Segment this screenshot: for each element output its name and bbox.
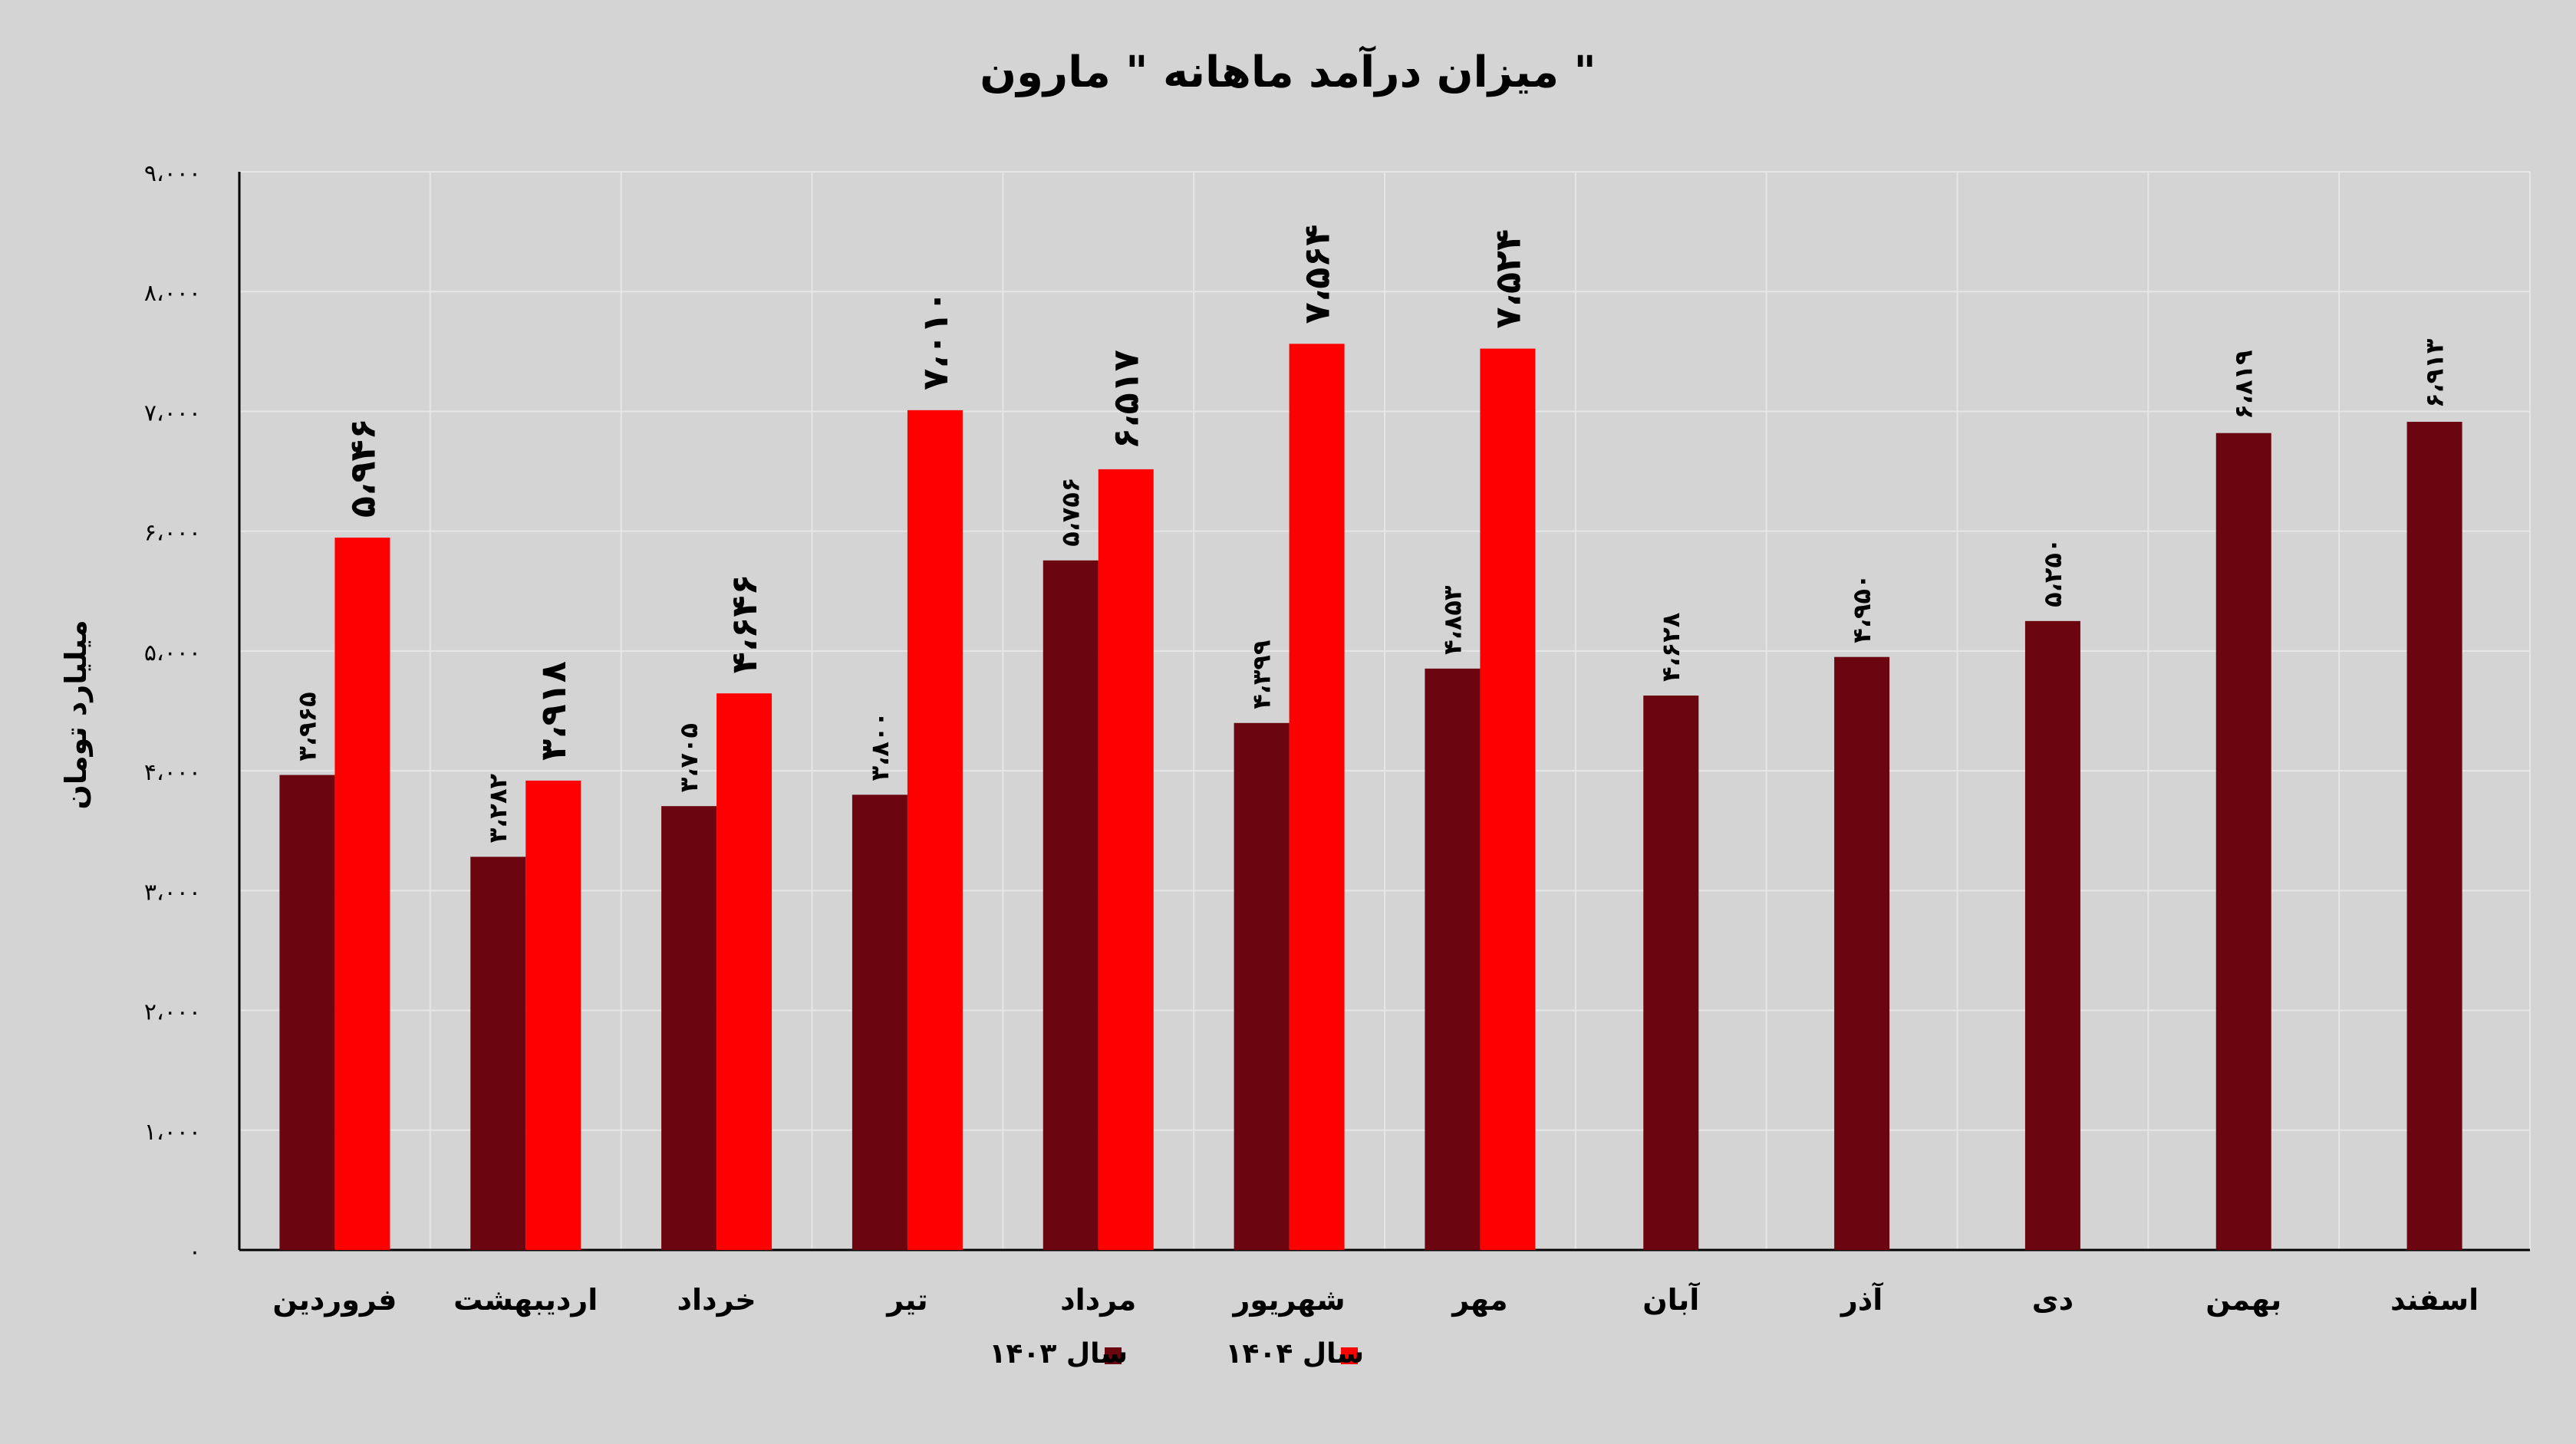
bar-1403 (2215, 433, 2271, 1250)
bar-1403 (852, 794, 908, 1250)
data-label-1403: ۳،۹۶۵ (292, 692, 321, 761)
data-label-1403: ۶،۹۱۳ (2420, 338, 2449, 408)
y-tick-label: ۰ (189, 1238, 201, 1265)
data-label-1404: ۷،۰۱۰ (914, 291, 956, 390)
chart-title: میزان درآمد ماهانه " مارون " (980, 45, 1596, 97)
x-tick-label: مرداد (1060, 1283, 1136, 1317)
bar-1403 (1643, 696, 1699, 1250)
x-tick-label: آبان (1642, 1281, 1700, 1317)
gridlines (238, 171, 2531, 1252)
bar-1403 (1234, 722, 1290, 1250)
bar-1403 (279, 775, 335, 1250)
data-label-1404: ۴،۶۴۶ (723, 574, 765, 673)
bar-1404 (1289, 344, 1345, 1251)
y-tick-label: ۹،۰۰۰ (144, 160, 201, 187)
bar-1404 (334, 538, 390, 1250)
x-tick-label: شهریور (1232, 1283, 1346, 1317)
bar-1403 (470, 857, 526, 1250)
data-labels: ۳،۹۶۵ ۵،۹۴۶ ۳،۲۸۲ ۳،۹۱۸ ۳،۷۰۵ ۴،۶۴۶ ۳،۸۰۰ ۷،۰۱۰… (292, 225, 2449, 844)
y-tick-label: ۴،۰۰۰ (144, 759, 201, 786)
data-label-1404: ۷،۵۶۴ (1296, 225, 1338, 324)
data-label-1403: ۵،۷۵۶ (1056, 478, 1085, 547)
y-tick-label: ۸،۰۰۰ (144, 280, 201, 307)
bar-1404 (716, 693, 772, 1250)
data-label-1404: ۶،۵۱۷ (1105, 350, 1147, 449)
data-label-1403: ۳،۷۰۵ (674, 723, 703, 792)
bar-1403 (1425, 668, 1481, 1250)
x-tick-label: اسفند (2390, 1283, 2479, 1317)
x-tick-label: آذر (1840, 1281, 1883, 1317)
bar-1404 (525, 780, 581, 1250)
legend-label: سال ۱۴۰۴ (1225, 1338, 1364, 1370)
y-tick-label: ۲،۰۰۰ (144, 999, 201, 1026)
y-tick-label: ۵،۰۰۰ (144, 640, 201, 666)
x-tick-label: فروردین (272, 1283, 397, 1317)
x-tick-label: بهمن (2205, 1283, 2281, 1317)
y-tick-label: ۷،۰۰۰ (144, 400, 201, 426)
y-tick-label: ۳،۰۰۰ (144, 879, 201, 906)
legend: سال ۱۴۰۴ سال ۱۴۰۳ (989, 1338, 1364, 1370)
data-label-1403: ۴،۹۵۰ (1847, 574, 1876, 643)
data-label-1403: ۶،۸۱۹ (2229, 350, 2258, 419)
legend-label: سال ۱۴۰۳ (989, 1338, 1128, 1370)
legend-swatch (1341, 1347, 1358, 1364)
y-tick-label: ۶،۰۰۰ (144, 520, 201, 547)
bar-1403 (1043, 560, 1099, 1250)
data-label-1403: ۳،۸۰۰ (865, 712, 894, 781)
data-label-1403: ۳،۲۸۲ (483, 774, 512, 844)
bars (279, 344, 2462, 1251)
data-label-1404: ۵،۹۴۶ (341, 418, 383, 518)
x-tick-label: مهر (1451, 1283, 1507, 1317)
bar-1403 (1834, 656, 1890, 1250)
data-label-1403: ۵،۲۵۰ (2038, 538, 2067, 607)
data-label-1404: ۳،۹۱۸ (532, 661, 574, 761)
data-label-1404: ۷،۵۲۴ (1487, 229, 1528, 329)
y-axis-label: میلیارد تومان (59, 620, 93, 809)
y-axis-ticks: ۰ ۱،۰۰۰ ۲،۰۰۰ ۳،۰۰۰ ۴،۰۰۰ ۵،۰۰۰ ۶،۰۰۰ ۷،۰۰۰ ۸،۰۰… (144, 160, 201, 1265)
bar-1403 (2406, 422, 2462, 1250)
data-label-1403: ۴،۶۲۸ (1656, 612, 1685, 682)
x-axis-ticks: فروردین اردیبهشت خرداد تیر مرداد شهریور مهر آبا… (272, 1281, 2479, 1317)
y-tick-label: ۱،۰۰۰ (144, 1119, 201, 1146)
bar-1404 (1480, 348, 1536, 1251)
x-tick-label: دی (2032, 1283, 2074, 1317)
x-tick-label: اردیبهشت (453, 1283, 598, 1317)
bar-1404 (1098, 469, 1154, 1250)
bar-1404 (907, 410, 963, 1250)
bar-1403 (661, 806, 717, 1250)
bar-1403 (2024, 620, 2080, 1250)
data-label-1403: ۴،۳۹۹ (1247, 640, 1276, 709)
x-tick-label: تیر (885, 1283, 927, 1317)
legend-swatch (1105, 1347, 1122, 1364)
x-tick-label: خرداد (677, 1283, 756, 1317)
data-label-1403: ۴،۸۵۳ (1438, 585, 1467, 655)
